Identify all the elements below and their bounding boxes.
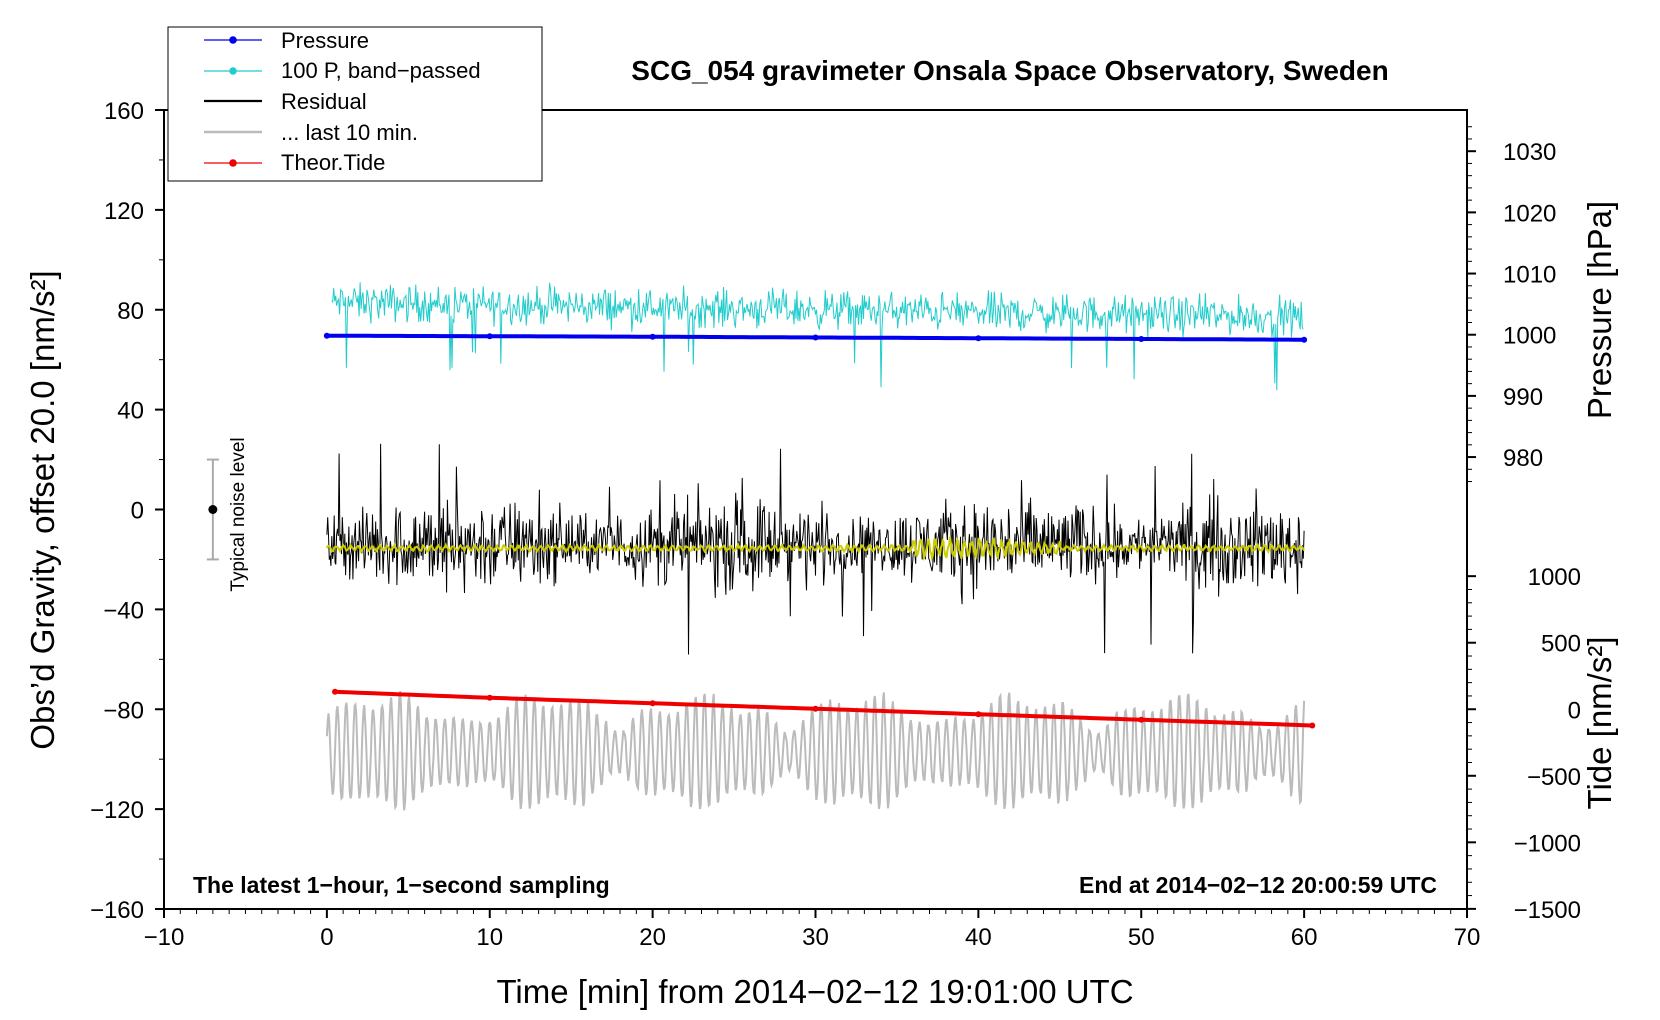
legend-dot-tide: [229, 159, 237, 167]
series-layer: [323, 282, 1316, 811]
legend-label-tide: Theor.Tide: [281, 150, 385, 175]
series-smoothed-residual-line: [325, 536, 1305, 562]
typical-noise-level-marker: Typical noise level: [206, 437, 249, 592]
legend-item-tide: Theor.Tide: [204, 150, 385, 175]
legend: Pressure 100 P, band−passed Residual ...…: [167, 26, 543, 182]
tide-tick-label: 500: [1541, 631, 1581, 658]
x-tick-label: 70: [1454, 924, 1481, 951]
legend-dot-pressure: [229, 36, 237, 44]
legend-item-bandpassed: 100 P, band−passed: [204, 58, 481, 83]
axis-ticks: −10 0 10 20 30 40 50 60 7016012080400−40−80−120−…: [90, 98, 1581, 951]
series-pressure-point: [323, 332, 330, 339]
series-tide-point: [812, 705, 819, 712]
x-tick-label: 50: [1128, 924, 1155, 951]
series-tide-point: [332, 688, 339, 695]
series-residual-line: [326, 443, 1305, 655]
note-sampling: The latest 1−hour, 1−second sampling: [193, 872, 610, 898]
series-pressure-point: [812, 334, 819, 341]
pressure-tick-label: 1020: [1503, 200, 1556, 227]
series-tide-line: [334, 689, 1313, 728]
x-tick-label: 30: [802, 924, 829, 951]
legend-item-residual: Residual: [204, 89, 367, 114]
legend-label-pressure: Pressure: [281, 28, 369, 53]
pressure-tick-label: 980: [1503, 445, 1543, 472]
series-pressure-point: [975, 335, 982, 342]
y-tick-label: −120: [90, 797, 144, 824]
x-tick-label: 10: [476, 924, 503, 951]
series-last10min-line: [325, 690, 1306, 811]
series-tide-point: [486, 694, 493, 701]
legend-box: [167, 26, 543, 182]
noise-center-dot: [208, 505, 218, 514]
noise-level-label: Typical noise level: [228, 437, 249, 591]
y-tick-label: 120: [104, 198, 144, 225]
y-tick-label: 0: [131, 498, 144, 525]
note-end-time: End at 2014−02−12 20:00:59 UTC: [1079, 872, 1437, 898]
y-axis-label-tide: Tide [nm/s²]: [1581, 637, 1618, 810]
pressure-tick-label: 1010: [1503, 262, 1556, 289]
legend-label-bandpassed: 100 P, band−passed: [281, 58, 481, 83]
series-pressure-point: [486, 333, 493, 340]
pressure-tick-label: 1030: [1503, 139, 1556, 166]
x-tick-label: −10: [144, 924, 185, 951]
y-axis-label-left: Obs’d Gravity, offset 20.0 [nm/s²]: [24, 270, 61, 749]
pressure-tick-label: 990: [1503, 384, 1543, 411]
pressure-tick-label: 1000: [1503, 323, 1556, 350]
tide-tick-label: −500: [1527, 764, 1581, 791]
tide-tick-label: −1500: [1514, 897, 1581, 924]
series-pressure-point: [649, 333, 656, 340]
legend-label-residual: Residual: [281, 89, 367, 114]
x-axis-label: Time [min] from 2014−02−12 19:01:00 UTC: [496, 973, 1133, 1010]
y-tick-label: −40: [103, 597, 144, 624]
series-pressure-point: [1138, 335, 1145, 342]
legend-item-last10: ... last 10 min.: [204, 120, 418, 145]
tide-tick-label: 1000: [1528, 564, 1581, 591]
tide-tick-label: 0: [1568, 697, 1581, 724]
chart-title: SCG_054 gravimeter Onsala Space Observat…: [631, 55, 1388, 86]
x-tick-label: 60: [1291, 924, 1318, 951]
y-axis-label-pressure: Pressure [hPa]: [1581, 201, 1618, 419]
legend-label-last10: ... last 10 min.: [281, 120, 418, 145]
y-tick-label: −80: [103, 697, 144, 724]
series-tide-point: [1138, 716, 1145, 723]
legend-item-pressure: Pressure: [204, 28, 369, 53]
tide-tick-label: −1000: [1514, 830, 1581, 857]
series-bandpassed-line: [331, 282, 1304, 391]
x-tick-label: 0: [320, 924, 333, 951]
x-tick-label: 20: [639, 924, 666, 951]
series-tide-point: [975, 711, 982, 718]
x-tick-label: 40: [965, 924, 992, 951]
series-tide-point: [1309, 722, 1316, 729]
series-tide-point: [649, 700, 656, 707]
y-tick-label: 160: [104, 98, 144, 125]
y-tick-label: −160: [90, 897, 144, 924]
legend-dot-bandpassed: [229, 67, 237, 75]
y-tick-label: 80: [117, 298, 144, 325]
y-tick-label: 40: [117, 398, 144, 425]
series-pressure-point: [1301, 336, 1308, 343]
